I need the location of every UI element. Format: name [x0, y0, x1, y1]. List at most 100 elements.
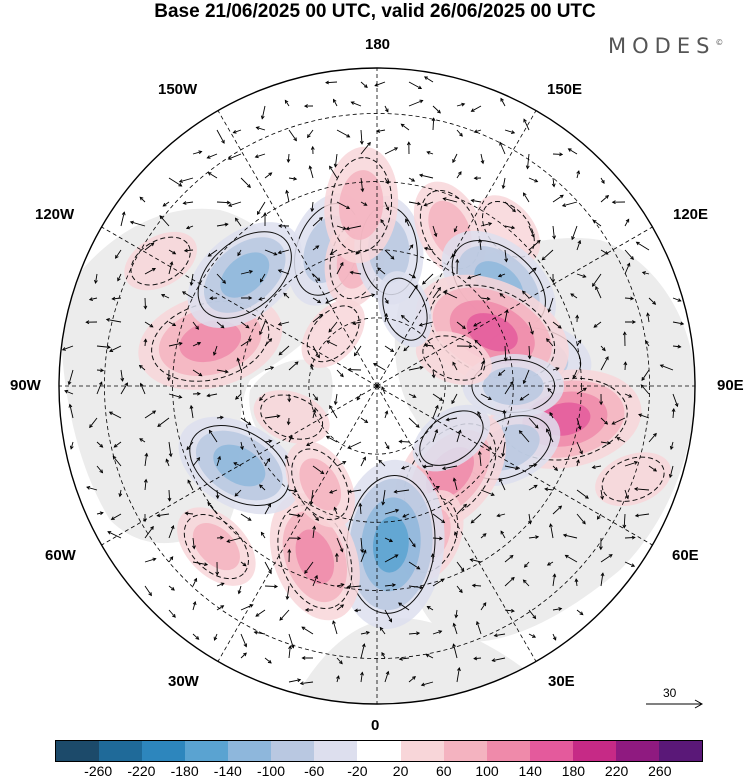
wind-vector-arrow: [504, 380, 514, 395]
wind-vector-arrow: [264, 249, 278, 256]
wind-vector-arrow: [480, 296, 491, 301]
colorbar-segment: [314, 741, 358, 761]
wind-vector-arrow: [336, 369, 344, 378]
wind-vector-arrow: [600, 345, 606, 352]
wind-vector-arrow: [576, 417, 582, 430]
colorbar-tick-label: 220: [604, 763, 629, 779]
wind-vector-arrow: [288, 536, 302, 541]
wind-vector-arrow: [299, 681, 314, 686]
polar-map: [58, 67, 696, 705]
wind-vector-arrow: [360, 456, 366, 467]
wind-vector-arrow: [310, 363, 314, 371]
wind-vector-arrow: [480, 602, 487, 611]
colorbar-segment: [572, 741, 616, 761]
wind-vector-arrow: [432, 428, 439, 443]
wind-vector-arrow: [456, 129, 463, 137]
wind-vector-arrow: [408, 537, 416, 548]
wind-vector-arrow: [346, 585, 362, 590]
wind-vector-arrow: [216, 321, 225, 329]
wind-vector-arrow: [232, 129, 242, 134]
wind-vector-arrow: [381, 489, 386, 506]
wind-vector-arrow: [360, 630, 370, 635]
wind-vector-arrow: [192, 391, 201, 396]
wind-vector-arrow: [455, 258, 460, 275]
wind-vector-arrow: [325, 297, 338, 304]
wind-vector-arrow: [336, 201, 351, 209]
wind-vector-arrow: [162, 201, 170, 207]
wind-vector-arrow: [139, 196, 146, 203]
wind-vector-arrow: [552, 225, 557, 240]
negative-anomaly-shading: [372, 516, 409, 573]
anomaly-contour: [130, 236, 191, 286]
wind-vector-arrow: [336, 461, 347, 467]
colorbar-tick-label: 20: [392, 763, 409, 779]
wind-vector-arrow: [454, 609, 459, 619]
wind-vector-arrow: [418, 321, 434, 327]
wind-vector-arrow: [240, 561, 247, 567]
wind-vector-arrow: [113, 441, 122, 448]
wind-vector-arrow: [501, 441, 506, 458]
colorbar-segment: [228, 741, 272, 761]
wind-vector-arrow: [624, 218, 630, 227]
wind-vector-arrow: [287, 393, 292, 403]
anomaly-contour: [422, 335, 486, 381]
lon-label-90w: 90W: [10, 377, 41, 394]
wind-vector-arrow: [234, 217, 242, 227]
wind-vector-arrow: [69, 441, 74, 450]
wind-vector-arrow: [288, 633, 295, 649]
wind-vector-arrow: [432, 225, 438, 238]
wind-vector-arrow: [572, 369, 578, 379]
wind-vector-arrow: [354, 608, 362, 613]
wind-vector-arrow: [431, 369, 436, 379]
wind-vector-arrow: [576, 441, 583, 455]
wind-vector-arrow: [64, 389, 74, 395]
wind-vector-arrow: [144, 585, 152, 597]
wind-vector-arrow: [456, 171, 462, 179]
wind-vector-arrow: [425, 653, 434, 659]
wind-vector-arrow: [591, 465, 602, 470]
wind-vector-arrow: [547, 297, 554, 313]
wind-vector-arrow: [264, 366, 275, 371]
wind-vectors: [61, 76, 685, 687]
wind-vector-arrow: [430, 553, 435, 563]
wind-vector-arrow: [336, 129, 351, 138]
wind-vector-arrow: [227, 153, 242, 160]
wind-vector-arrow: [384, 583, 397, 588]
wind-vector-arrow: [423, 201, 434, 207]
wind-vector-arrow: [552, 505, 563, 515]
wind-vector-arrow: [264, 503, 272, 515]
wind-vector-arrow: [336, 604, 345, 611]
wind-vector-arrow: [144, 267, 156, 275]
meridian-line: [217, 110, 378, 387]
wind-vector-arrow: [168, 249, 177, 255]
wind-vector-arrow: [111, 296, 122, 301]
wind-vector-arrow: [192, 321, 199, 330]
wind-vector-arrow: [499, 141, 506, 155]
wind-vector-arrow: [206, 153, 218, 159]
wind-vector-arrow: [528, 484, 538, 491]
wind-vector-arrow: [264, 172, 273, 179]
wind-vector-arrow: [575, 314, 580, 323]
wind-vector-arrow: [528, 267, 537, 275]
wind-vector-arrow: [452, 477, 458, 491]
wind-vector-arrow: [255, 609, 266, 617]
wind-vector-arrow: [96, 511, 104, 516]
wind-vector-arrow: [312, 345, 320, 359]
wind-vector-arrow: [333, 393, 338, 406]
wind-vector-arrow: [624, 461, 639, 467]
wind-vector-arrow: [168, 321, 177, 327]
wind-vector-arrow: [168, 525, 175, 539]
wind-vector-arrow: [422, 464, 434, 469]
colorbar-tick-label: -60: [304, 763, 325, 779]
wind-vector-arrow: [240, 270, 254, 275]
wind-vector-arrow: [192, 561, 209, 567]
wind-vector-arrow: [178, 177, 194, 183]
wind-vector-arrow: [138, 364, 146, 371]
wind-vector-arrow: [215, 561, 220, 576]
wind-vector-arrow: [277, 321, 290, 326]
wind-vector-arrow: [284, 99, 290, 107]
wind-vector-arrow: [312, 393, 319, 401]
wind-vector-arrow: [277, 269, 290, 275]
copyright-mark: ©: [715, 38, 724, 47]
wind-vector-arrow: [107, 531, 122, 539]
